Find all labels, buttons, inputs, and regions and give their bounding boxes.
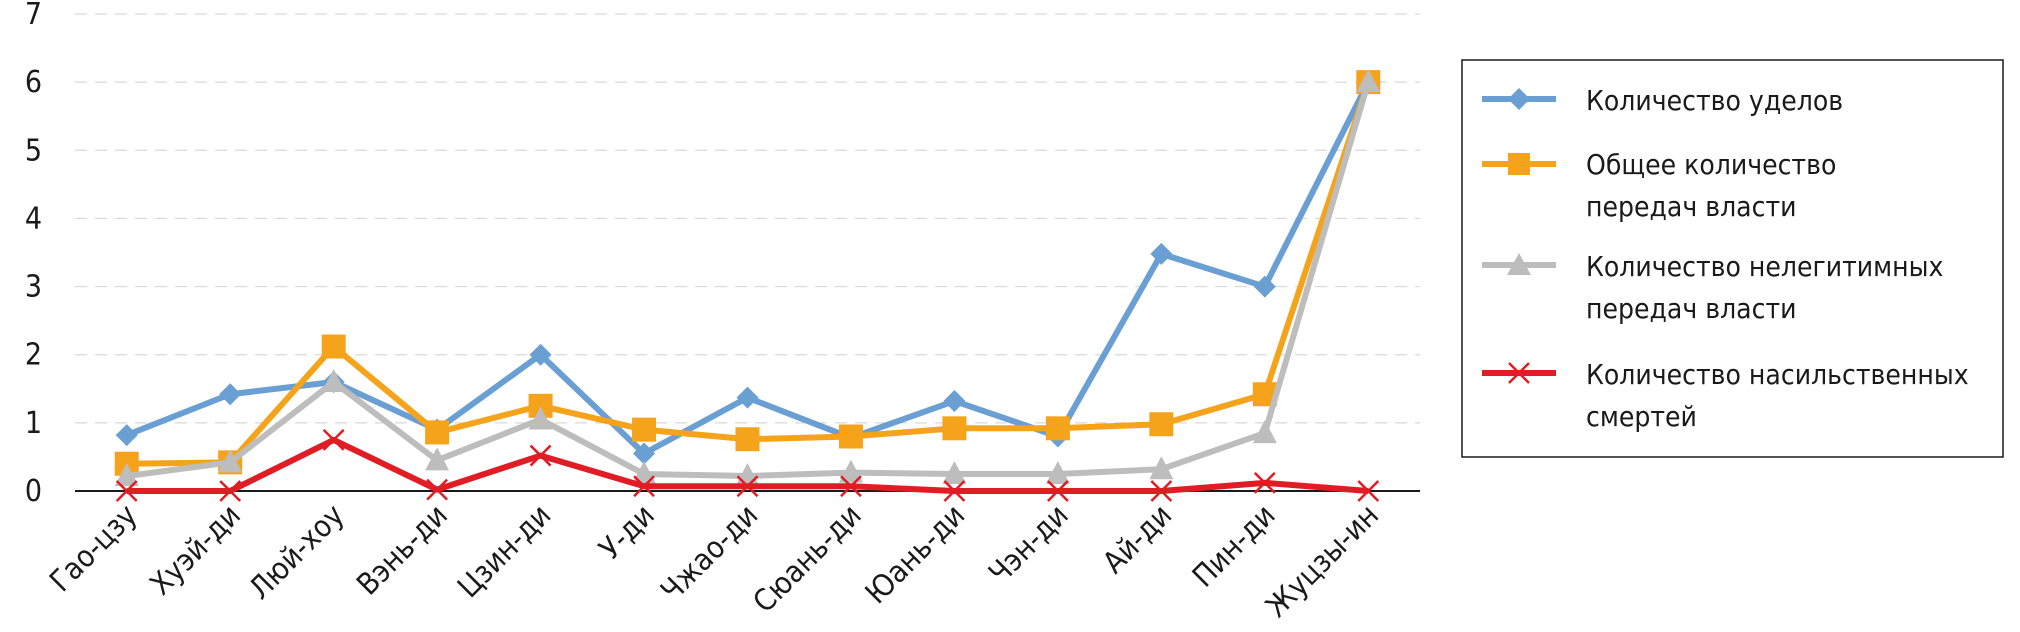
- data-point: [633, 475, 655, 498]
- data-point: [322, 429, 345, 451]
- y-tick-label: 0: [25, 474, 42, 509]
- data-point: [114, 463, 139, 487]
- data-point: [218, 449, 243, 473]
- data-point: [1253, 471, 1276, 494]
- data-point: [840, 475, 862, 498]
- x-tick-label: Вэнь-ди: [350, 498, 455, 603]
- x-tick-label: Сюань-ди: [747, 498, 869, 620]
- legend-label-4a: Количество насильственных: [1586, 358, 1969, 391]
- data-point: [942, 416, 967, 441]
- data-point: [1045, 460, 1070, 484]
- legend-item-1: Количество уделов: [1482, 84, 1843, 117]
- data-point: [942, 460, 967, 484]
- data-point: [425, 447, 450, 471]
- x-tick-label: Юань-ди: [859, 498, 972, 611]
- data-point: [321, 334, 346, 359]
- y-tick-label: 3: [25, 270, 42, 305]
- square-marker-icon: [1508, 153, 1530, 175]
- legend-label-3a: Количество нелегитимных: [1586, 250, 1944, 283]
- data-point: [736, 475, 759, 498]
- data-point: [735, 427, 760, 452]
- diamond-marker-icon: [1508, 88, 1530, 110]
- data-point: [115, 480, 138, 502]
- legend-frame: [1461, 59, 2004, 458]
- x-tick-label: Цзин-ди: [451, 498, 558, 605]
- data-point: [943, 480, 966, 502]
- series-4: [115, 429, 1380, 502]
- data-point: [1150, 242, 1173, 265]
- data-point: [1149, 456, 1174, 480]
- data-point: [321, 368, 346, 392]
- x-tick-label: Чэн-ди: [982, 498, 1075, 591]
- data-point: [633, 442, 656, 465]
- x-tick-label: Гао-цзу: [43, 498, 144, 599]
- data-point: [1150, 480, 1173, 502]
- y-tick-label: 4: [25, 201, 42, 236]
- legend-label-2a: Общее количество: [1586, 148, 1836, 181]
- data-point: [838, 424, 863, 449]
- data-point: [1252, 420, 1277, 444]
- y-tick-label: 2: [25, 338, 42, 373]
- legend-label-1: Количество уделов: [1586, 84, 1843, 117]
- x-tick-label: Пин-ди: [1186, 498, 1282, 594]
- data-point: [632, 417, 657, 442]
- data-point: [219, 383, 242, 406]
- data-point: [1253, 275, 1276, 298]
- y-tick-label: 7: [25, 0, 42, 32]
- y-tick-label: 5: [25, 133, 42, 168]
- data-point: [632, 460, 657, 484]
- data-point: [426, 478, 448, 501]
- legend: Количество уделов Общее количество перед…: [1461, 59, 2004, 458]
- data-point: [529, 444, 552, 467]
- legend-label-4b: смертей: [1586, 400, 1697, 433]
- y-axis-ticks: 0 1 2 3 4 5 6 7: [25, 0, 42, 509]
- data-point: [1149, 412, 1174, 437]
- x-tick-label: Жуцзы-ин: [1259, 498, 1386, 625]
- legend-label-3b: передач власти: [1586, 292, 1797, 325]
- data-point: [1357, 480, 1380, 502]
- legend-item-4: Количество насильственных смертей: [1482, 358, 1969, 433]
- series-3: [114, 69, 1381, 487]
- x-tick-label: Ай-ди: [1096, 498, 1179, 581]
- y-tick-label: 1: [25, 406, 42, 441]
- x-tick-label: У-ди: [593, 498, 662, 567]
- series-layer: [114, 69, 1381, 502]
- data-point: [529, 343, 552, 366]
- data-point: [528, 406, 553, 430]
- cross-marker-icon: [1508, 362, 1530, 384]
- x-tick-label: Люй-хоу: [243, 498, 352, 607]
- series-2: [114, 70, 1381, 476]
- legend-label-2b: передач власти: [1586, 190, 1797, 223]
- data-point: [838, 459, 863, 483]
- legend-item-2: Общее количество передач власти: [1482, 148, 1836, 223]
- data-point: [736, 386, 759, 409]
- legend-item-3: Количество нелегитимных передач власти: [1482, 250, 1944, 325]
- data-point: [1045, 416, 1070, 441]
- data-point: [1356, 69, 1381, 93]
- data-point: [425, 420, 450, 445]
- x-tick-label: Хуэй-ди: [143, 498, 247, 602]
- data-point: [115, 424, 138, 447]
- data-point: [219, 480, 242, 502]
- triangle-marker-icon: [1507, 253, 1531, 275]
- data-point: [943, 390, 966, 413]
- gridlines: [75, 13, 1420, 424]
- y-tick-label: 6: [25, 65, 42, 100]
- data-point: [1046, 480, 1069, 502]
